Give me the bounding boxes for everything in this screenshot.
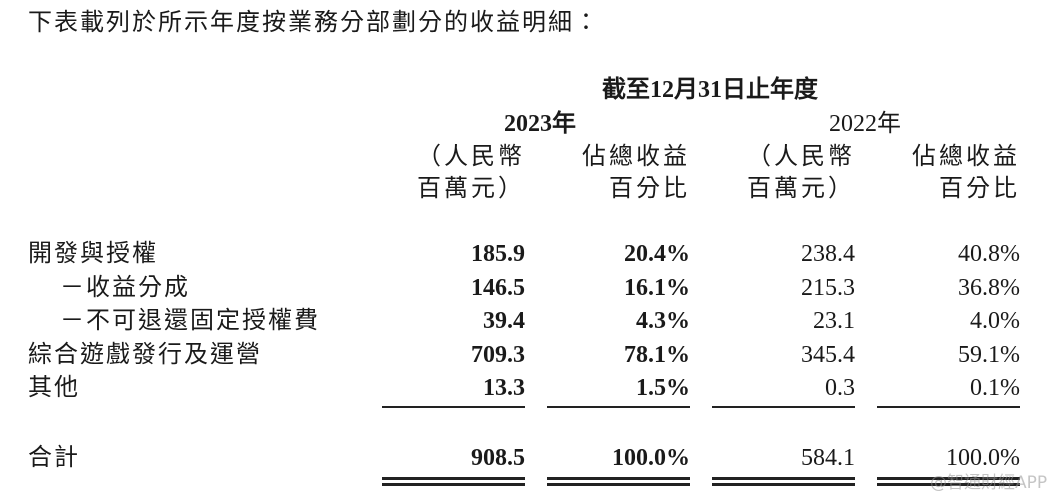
watermark: @智通財經APP (930, 473, 1048, 493)
total-rule (382, 477, 525, 480)
subtotal-rule (712, 406, 855, 408)
total-rule (712, 477, 855, 480)
cell: 1.5% (636, 375, 690, 401)
intro: 下表載列於所示年度按業務分部劃分的收益明細： (28, 10, 600, 36)
row-label: 綜合遊戲發行及運營 (28, 342, 262, 368)
total-rule (382, 483, 525, 486)
column-header: 百萬元） (747, 176, 855, 202)
cell: 39.4 (483, 308, 525, 334)
total-cell: 908.5 (471, 445, 525, 471)
cell: 709.3 (471, 342, 525, 368)
column-header: （人民幣 (747, 144, 855, 170)
cell: 13.3 (483, 375, 525, 401)
row-label: －不可退還固定授權費 (60, 308, 320, 334)
cell: 0.1% (970, 375, 1020, 401)
total-cell: 100.0% (946, 445, 1020, 471)
column-header: 百分比 (939, 176, 1020, 202)
cell: 20.4% (624, 241, 690, 267)
subtotal-rule (877, 406, 1020, 408)
row-label: 其他 (28, 375, 80, 401)
cell: 36.8% (958, 275, 1020, 301)
total-rule (712, 483, 855, 486)
total-rule (547, 477, 690, 480)
subtotal-rule (382, 406, 525, 408)
column-header: 佔總收益 (912, 144, 1020, 170)
cell: 238.4 (801, 241, 855, 267)
total-cell: 100.0% (612, 445, 690, 471)
period-header: 截至12月31日止年度 (602, 77, 818, 103)
cell: 0.3 (825, 375, 855, 401)
cell: 78.1% (624, 342, 690, 368)
total-label: 合計 (28, 445, 80, 471)
column-header: 百萬元） (417, 176, 525, 202)
row-label: 開發與授權 (28, 241, 158, 267)
cell: 215.3 (801, 275, 855, 301)
cell: 23.1 (813, 308, 855, 334)
total-rule (877, 483, 1020, 486)
column-header: （人民幣 (417, 144, 525, 170)
total-rule (547, 483, 690, 486)
row-label: －收益分成 (60, 275, 190, 301)
column-header: 百分比 (609, 176, 690, 202)
total-rule (877, 477, 1020, 480)
column-header: 佔總收益 (582, 144, 690, 170)
cell: 4.0% (970, 308, 1020, 334)
cell: 345.4 (801, 342, 855, 368)
cell: 59.1% (958, 342, 1020, 368)
cell: 146.5 (471, 275, 525, 301)
cell: 16.1% (624, 275, 690, 301)
subtotal-rule (547, 406, 690, 408)
total-cell: 584.1 (801, 445, 855, 471)
year-header: 2023年 (504, 111, 576, 137)
cell: 4.3% (636, 308, 690, 334)
year-header: 2022年 (829, 111, 901, 137)
cell: 185.9 (471, 241, 525, 267)
cell: 40.8% (958, 241, 1020, 267)
